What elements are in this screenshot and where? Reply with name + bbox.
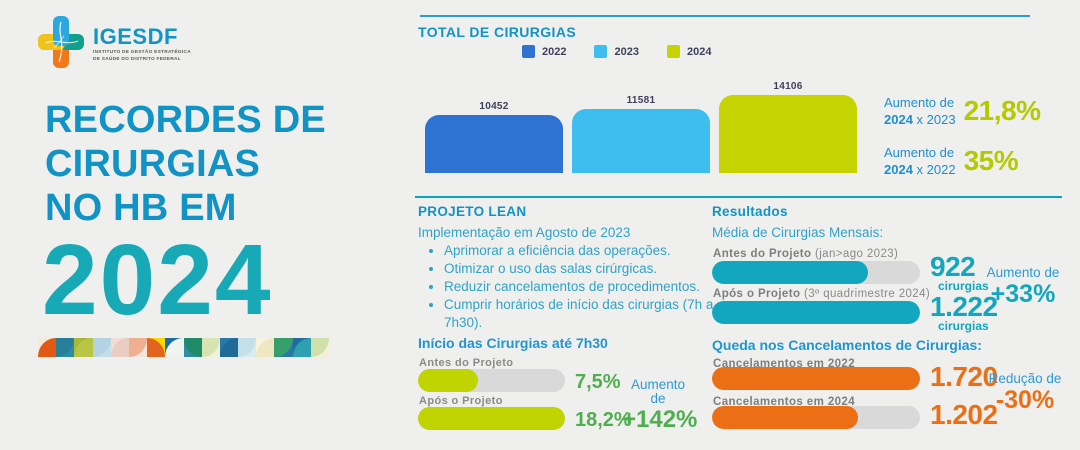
cancel-2024-label: Cancelamentos em 2024 bbox=[713, 396, 855, 408]
bar-column-2022: 10452 bbox=[425, 101, 563, 173]
start-before-value: 7,5% bbox=[575, 371, 621, 393]
bar-column-2024: 14106 bbox=[719, 81, 857, 173]
monthly-increase-badge: Aumento de +33% bbox=[986, 265, 1060, 309]
lean-bullet-1: Aprimorar a eficiência das operações. bbox=[444, 242, 722, 260]
total-surgeries-title: TOTAL DE CIRURGIAS bbox=[418, 24, 577, 40]
monthly-after-value: 1.222 cirurgias bbox=[930, 291, 998, 333]
decorative-tile bbox=[183, 338, 202, 357]
legend-swatch-2023 bbox=[594, 45, 608, 58]
results-title: Resultados bbox=[712, 204, 788, 219]
start-after-value: 18,2% bbox=[575, 409, 632, 431]
decorative-tile bbox=[310, 338, 329, 357]
decorative-tile-strip bbox=[38, 338, 329, 357]
igesdf-logo: IGESDF INSTITUTO DE GESTÃO ESTRATÉGICA D… bbox=[38, 16, 191, 73]
lean-bullet-list: Aprimorar a eficiência das operações. Ot… bbox=[422, 242, 722, 332]
decorative-tile bbox=[38, 338, 57, 357]
monthly-before-fill bbox=[712, 261, 868, 284]
bar-value-2023: 11581 bbox=[626, 95, 656, 106]
monthly-before-label: Antes do Projeto (jan>ago 2023) bbox=[713, 248, 899, 260]
start-times-title: Início das Cirurgias até 7h30 bbox=[418, 335, 608, 351]
start-after-label: Após o Projeto bbox=[419, 395, 503, 407]
decorative-tile bbox=[219, 338, 239, 357]
decorative-tile bbox=[274, 338, 293, 357]
logo-subtitle: INSTITUTO DE GESTÃO ESTRATÉGICA DE SAÚDE… bbox=[93, 49, 191, 62]
bar-2022 bbox=[425, 115, 563, 173]
cancel-2022-value: 1.720 bbox=[930, 361, 998, 392]
start-before-fill bbox=[418, 369, 479, 392]
lean-bullet-3: Reduzir cancelamentos de procedimentos. bbox=[444, 278, 722, 296]
projeto-lean-title: PROJETO LEAN bbox=[418, 204, 527, 219]
legend-swatch-2022 bbox=[522, 45, 535, 58]
cancel-2024-progress bbox=[712, 406, 920, 429]
top-rule bbox=[420, 15, 1030, 17]
legend-item-2023: 2023 bbox=[594, 45, 639, 58]
bar-value-2024: 14106 bbox=[773, 81, 803, 92]
decorative-tile bbox=[92, 338, 111, 357]
monthly-after-progress bbox=[712, 301, 920, 324]
year-highlight: 2024 bbox=[42, 224, 273, 336]
legend-item-2022: 2022 bbox=[522, 45, 566, 58]
lean-bullet-2: Otimizar o uso das salas cirúrgicas. bbox=[444, 260, 722, 278]
start-after-fill bbox=[418, 407, 565, 430]
logo-wordmark: IGESDF bbox=[93, 23, 178, 49]
increase-badge-2024-vs-2022: Aumento de 2024 x 2022 35% bbox=[884, 145, 1019, 177]
medical-cross-icon bbox=[38, 16, 84, 73]
lean-bullet-4: Cumprir horários de início das cirurgias… bbox=[444, 296, 722, 332]
cancel-2024-value: 1.202 bbox=[930, 399, 998, 430]
section-divider bbox=[415, 196, 1062, 198]
monthly-after-fill bbox=[712, 301, 920, 324]
increase-badge-2024-vs-2023: Aumento de 2024 x 2023 21,8% bbox=[884, 95, 1041, 127]
start-before-progress bbox=[418, 369, 565, 392]
bar-column-2023: 11581 bbox=[572, 95, 710, 173]
decorative-tile bbox=[128, 338, 148, 357]
start-times-increase-badge: Aumento de +142% bbox=[622, 377, 698, 434]
decorative-tile bbox=[256, 338, 275, 357]
monthly-before-progress bbox=[712, 261, 920, 284]
decorative-tile bbox=[74, 338, 93, 357]
legend-item-2024: 2024 bbox=[666, 45, 711, 58]
monthly-after-label: Após o Projeto (3º quadrimestre 2024) bbox=[713, 288, 931, 300]
bar-2023 bbox=[572, 109, 710, 173]
cancel-2022-progress bbox=[712, 367, 920, 390]
surgeries-bar-chart: 10452 11581 14106 bbox=[425, 81, 857, 173]
decorative-tile bbox=[238, 338, 257, 357]
decorative-tile bbox=[165, 338, 184, 357]
start-after-progress bbox=[418, 407, 565, 430]
monthly-before-value: 922 cirurgias bbox=[930, 251, 989, 293]
legend-swatch-2024 bbox=[666, 45, 680, 58]
decorative-tile bbox=[147, 338, 166, 357]
chart-legend: 2022 2023 2024 bbox=[522, 45, 711, 58]
decorative-tile bbox=[110, 338, 129, 357]
increase-value-35: 35% bbox=[963, 145, 1019, 176]
monthly-average-subtitle: Média de Cirurgias Mensais: bbox=[712, 225, 884, 240]
cancellations-title: Queda nos Cancelamentos de Cirurgias: bbox=[712, 337, 982, 353]
page-title: RECORDES DE CIRURGIAS NO HB EM bbox=[45, 99, 326, 229]
cancellations-reduction-badge: Redução de -30% bbox=[988, 371, 1062, 415]
bar-2024 bbox=[719, 95, 857, 173]
start-before-label: Antes do Projeto bbox=[419, 357, 514, 369]
decorative-tile bbox=[56, 338, 75, 357]
cancel-2024-fill bbox=[712, 406, 858, 429]
decorative-tile bbox=[292, 338, 311, 357]
cancel-2022-fill bbox=[712, 367, 920, 390]
bar-value-2022: 10452 bbox=[479, 101, 509, 112]
increase-value-21-8: 21,8% bbox=[963, 95, 1041, 126]
lean-subtitle: Implementação em Agosto de 2023 bbox=[418, 225, 631, 240]
decorative-tile bbox=[201, 338, 220, 357]
